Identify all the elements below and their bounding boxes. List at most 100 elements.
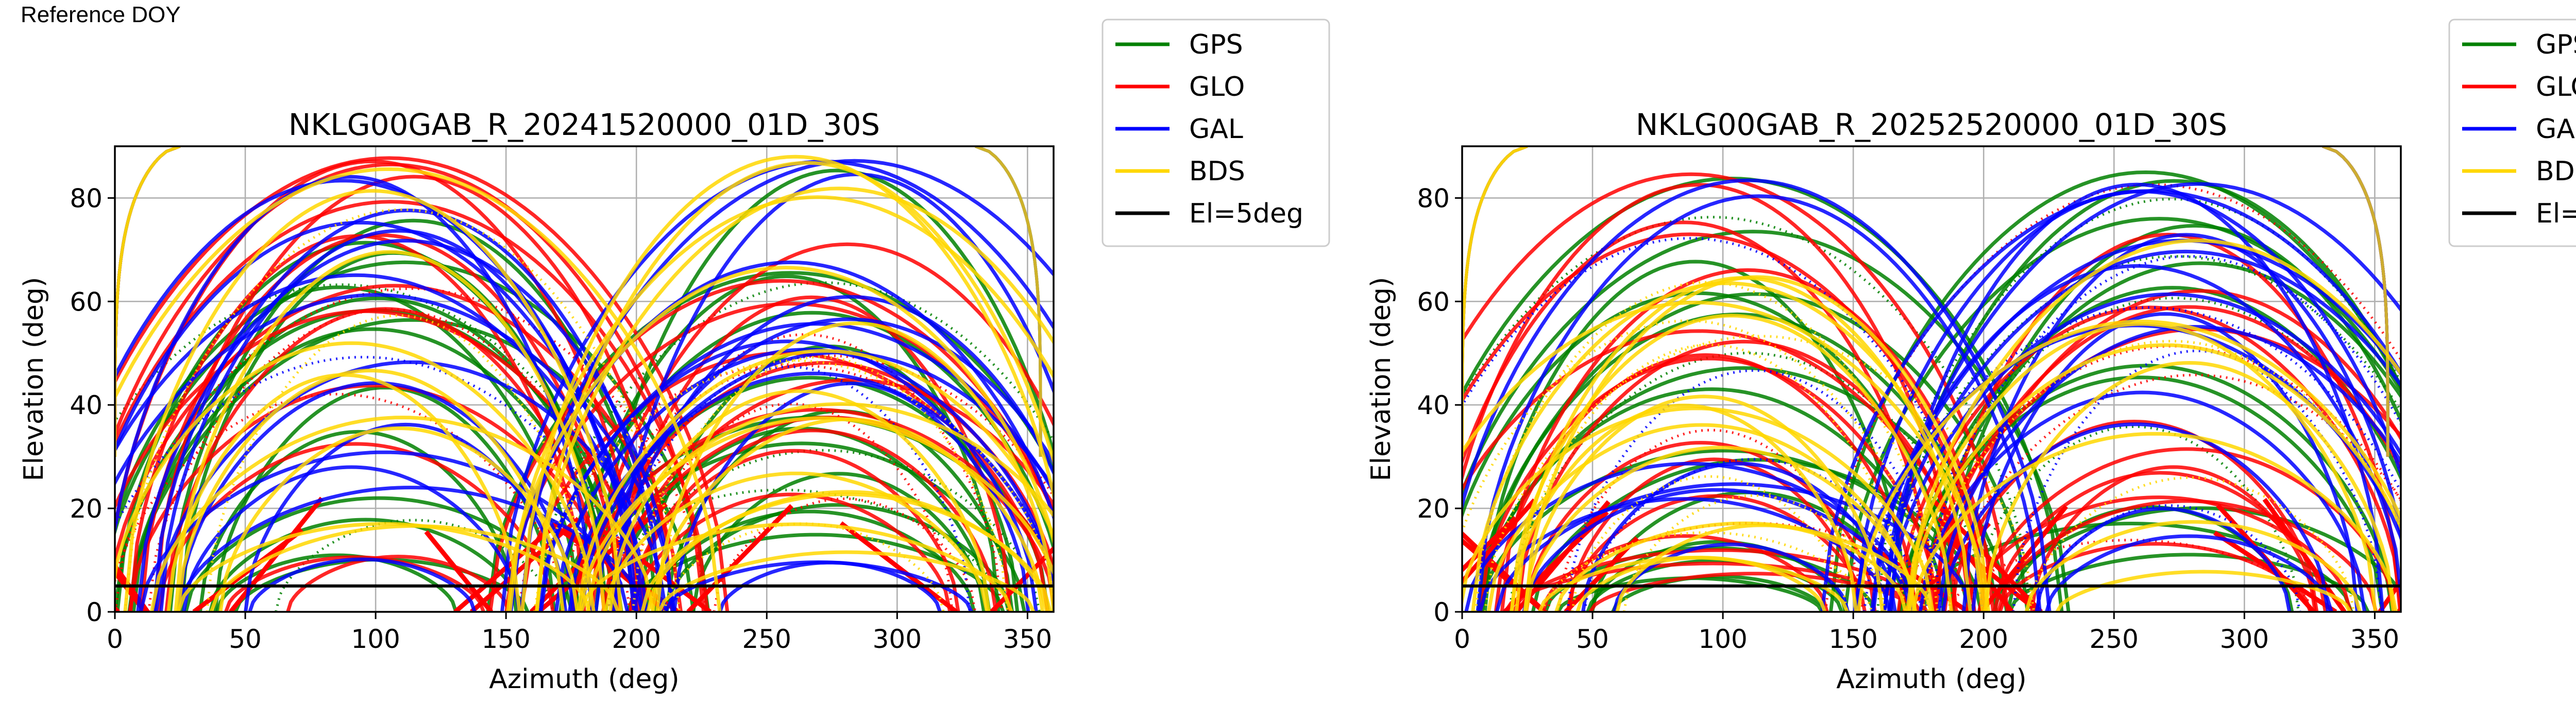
track-gps (1544, 546, 1876, 612)
x-axis-label: Azimuth (deg) (1836, 664, 2026, 695)
x-tick-label: 100 (1698, 624, 1747, 654)
track-gps (625, 533, 1005, 612)
series-glo (1462, 146, 2401, 612)
track-bds (1615, 523, 1908, 612)
track-gal (1862, 306, 2401, 612)
track-bds (1907, 238, 2401, 612)
track-gps (1992, 506, 2401, 612)
x-axis-label: Azimuth (deg) (489, 664, 679, 695)
track-glo (115, 568, 147, 612)
y-tick-label: 60 (1417, 287, 1450, 317)
y-tick-label: 20 (1417, 494, 1450, 524)
chart-panel-2: NKLG00GAB_R_20252520000_01D_30S 0 50 100 150… (1366, 19, 2576, 695)
x-tick-label: 50 (1576, 624, 1609, 654)
track-bds (218, 426, 580, 612)
track-gal (1476, 194, 2042, 612)
track-gal (139, 450, 630, 612)
track-bds (1523, 275, 1991, 612)
track-bds (1571, 475, 1848, 612)
plot-frame (1461, 145, 2402, 613)
track-gal (1889, 182, 2385, 612)
track-bds (1510, 314, 1953, 612)
track-glo (1933, 500, 2043, 612)
legend-label: GLO (2536, 72, 2576, 102)
track-bds (651, 417, 1045, 612)
track-gps (1969, 425, 2300, 612)
track-bds (174, 250, 606, 612)
track-gal (115, 175, 594, 612)
track-bds (166, 373, 521, 612)
track-glo (424, 530, 494, 612)
legend-label: El=5deg (1189, 198, 1303, 229)
track-gps (184, 496, 574, 612)
x-tick-label: 350 (1003, 624, 1052, 654)
track-bds (1856, 319, 2401, 612)
track-glo (0, 522, 81, 612)
track-gps (127, 327, 618, 612)
track-bds (1487, 423, 1917, 612)
track-gal (1962, 233, 2401, 612)
track-gal (1495, 482, 1973, 612)
track-gal (2045, 534, 2333, 612)
track-glo (1998, 542, 2312, 612)
track-glo (115, 605, 120, 612)
legend-box (2448, 19, 2576, 247)
track-glo (1514, 500, 1611, 612)
track-glo (504, 302, 1054, 612)
track-bds (1510, 403, 1858, 612)
y-axis-label: Elevation (deg) (1366, 277, 1397, 482)
track-gps (1922, 261, 2401, 612)
track-bds (586, 402, 1054, 612)
track-bds (1911, 432, 2398, 612)
series-bds (1462, 146, 2401, 612)
track-glo (1500, 268, 1995, 612)
track-bds (115, 341, 596, 612)
track-bds (608, 389, 991, 612)
track-bds (1524, 445, 1918, 612)
track-gal (244, 422, 568, 612)
track-gps (115, 283, 644, 612)
y-tick-label: 40 (70, 390, 103, 420)
legend-label: GLO (1189, 72, 1245, 102)
track-bds (123, 208, 681, 612)
chart-title: NKLG00GAB_R_20241520000_01D_30S (289, 107, 880, 142)
track-gps (1462, 215, 2032, 612)
track-glo (1478, 356, 1939, 612)
chart-title: NKLG00GAB_R_20252520000_01D_30S (1636, 107, 2227, 142)
track-gal (154, 360, 668, 612)
track-glo (597, 526, 712, 612)
track-bds (115, 146, 181, 457)
track-bds (579, 522, 1013, 612)
satellite-tracks (1462, 146, 2401, 612)
track-bds (1622, 494, 1887, 612)
x-tick-label: 250 (742, 624, 791, 654)
track-glo (1541, 534, 1829, 612)
y-tick-label: 40 (1417, 390, 1450, 420)
track-glo (1515, 339, 1972, 612)
track-bds (657, 550, 1036, 612)
track-gal (115, 179, 636, 612)
legend-label: El=5deg (2536, 198, 2576, 229)
track-glo (1950, 419, 2319, 612)
track-bds (1907, 343, 2401, 612)
track-bds (1462, 146, 1528, 457)
track-glo (2029, 465, 2317, 612)
plot-frame (114, 145, 1055, 613)
y-axis-label: Elevation (deg) (19, 277, 49, 482)
track-glo (839, 521, 958, 612)
track-glo (164, 307, 606, 612)
track-bds (1983, 361, 2396, 612)
track-gps (534, 281, 1054, 612)
track-glo (1462, 183, 1958, 612)
y-tick-label: 60 (70, 287, 103, 317)
track-gal (182, 465, 521, 612)
track-bds (1905, 322, 2378, 612)
x-tick-label: 350 (2350, 624, 2399, 654)
track-bds (206, 314, 590, 612)
track-gal (1581, 461, 1897, 612)
track-glo (1993, 471, 2328, 612)
legend: GPS GLO GAL BDS El=5deg (2448, 19, 2576, 247)
track-glo (1977, 447, 2396, 612)
track-glo (1462, 220, 1936, 612)
track-glo (115, 561, 150, 612)
